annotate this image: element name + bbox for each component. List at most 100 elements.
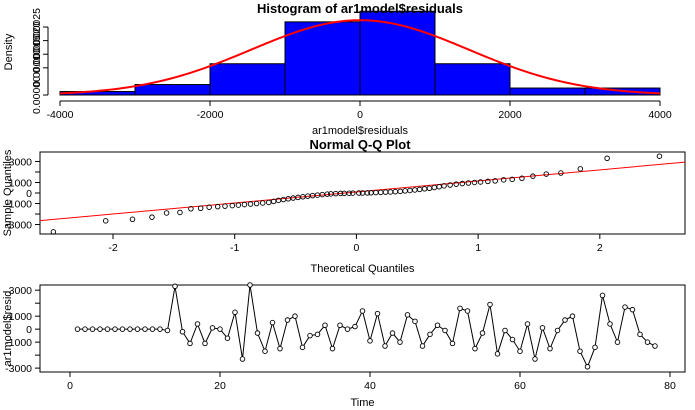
x-tick-label: 40 (364, 380, 376, 392)
qq-point (266, 199, 272, 206)
qq-point (129, 216, 136, 223)
qq-point (378, 189, 384, 196)
histogram-bar (134, 84, 211, 96)
qq-point (485, 178, 491, 185)
residual-point (149, 326, 156, 332)
qq-point (577, 166, 584, 172)
residual-point (577, 348, 583, 354)
x-axis-label: ar1model$residuals (312, 125, 408, 137)
qq-point (214, 203, 221, 210)
residual-point (299, 344, 306, 351)
residual-point (502, 327, 508, 334)
qq-point (149, 214, 155, 220)
residual-point (592, 344, 598, 351)
x-tick-label: -2 (108, 242, 117, 254)
qq-point (558, 170, 564, 176)
x-tick-label: -2000 (197, 109, 224, 121)
y-tick-label: 0.00000 (31, 76, 43, 114)
x-tick-label: 1 (475, 242, 481, 254)
residual-point (607, 321, 613, 327)
qq-point (426, 185, 433, 192)
qq-point (656, 153, 663, 159)
residual-point (457, 305, 463, 312)
residual-point (142, 326, 148, 332)
residual-point (322, 322, 328, 329)
y-tick-label: 0.00025 (31, 8, 43, 46)
chart-title: Normal Q-Q Plot (309, 137, 411, 152)
y-tick-label: -3000 (5, 220, 32, 232)
qq-point (247, 201, 254, 207)
qq-point (222, 203, 228, 209)
residual-point (412, 318, 418, 325)
y-tick-label: 0.00015 (31, 35, 43, 73)
plot-frame (39, 284, 686, 373)
residual-point (269, 319, 276, 326)
residual-point (292, 313, 298, 319)
residual-point (194, 321, 201, 327)
residual-point (337, 322, 343, 329)
qq-point (102, 218, 109, 224)
residual-point (202, 340, 208, 347)
qq-point (509, 176, 515, 183)
x-tick-label: 2000 (498, 109, 522, 121)
x-tick-label: 4000 (648, 109, 672, 121)
x-tick-label: -1 (230, 242, 239, 254)
x-tick-label: -4000 (47, 109, 74, 121)
y-tick-label: 1000 (9, 311, 33, 323)
histogram-panel: -4000 -2000 0 2000 4000 0.000000.000100.00015… (3, 1, 672, 137)
residual-point (644, 339, 651, 345)
y-tick-label: 0 (26, 324, 32, 336)
residual-point (307, 332, 313, 339)
qq-point (382, 189, 389, 195)
qq-point (477, 179, 484, 185)
residual-point (472, 345, 478, 352)
y-tick-label: -3000 (5, 363, 32, 375)
residual-point (329, 345, 336, 352)
residual-point (374, 310, 381, 317)
qq-point (519, 175, 525, 182)
qq-point (447, 182, 453, 188)
residual-point (487, 301, 493, 308)
y-tick-label: 0.00020 (31, 21, 43, 59)
qq-point (407, 187, 413, 194)
x-tick-label: 2 (597, 242, 603, 254)
x-tick-label: 0 (357, 109, 363, 121)
residual-point (382, 343, 388, 349)
qq-point (453, 181, 459, 187)
residual-point (104, 326, 111, 332)
qq-point (229, 202, 236, 209)
residual-point (247, 282, 253, 288)
histogram-bar (209, 63, 286, 96)
residual-time-series-panel: 0 20 40 60 80-3000-1000010003000Timear1model… (2, 282, 686, 409)
qq-point (436, 183, 442, 190)
qq-point (324, 191, 330, 197)
residual-series-line (77, 284, 656, 369)
residual-point (172, 283, 178, 290)
plot-frame (39, 151, 686, 235)
residual-point (629, 306, 636, 313)
residual-point (262, 348, 268, 354)
normal-density-curve (59, 19, 661, 95)
residual-point (127, 326, 133, 332)
residual-point (532, 356, 538, 362)
residual-point (397, 339, 403, 345)
x-axis-label: Time (350, 397, 374, 409)
qq-point (402, 188, 408, 194)
y-axis-label: ar1model$resid (2, 291, 14, 367)
histogram-bar (509, 87, 586, 96)
x-tick-label: 0 (67, 380, 73, 392)
qq-point (337, 190, 344, 197)
residual-point (187, 340, 193, 347)
qq-point (241, 201, 248, 208)
qq-point (465, 180, 472, 186)
residual-point (224, 335, 231, 341)
residual-point (157, 326, 163, 332)
residual-point (554, 327, 561, 334)
residual-point (637, 331, 643, 338)
y-tick-label: 0.00010 (31, 49, 43, 87)
qq-point (492, 178, 498, 184)
qq-point (350, 190, 356, 196)
residual-point (524, 321, 531, 327)
y-axis-label: Density (3, 33, 15, 70)
